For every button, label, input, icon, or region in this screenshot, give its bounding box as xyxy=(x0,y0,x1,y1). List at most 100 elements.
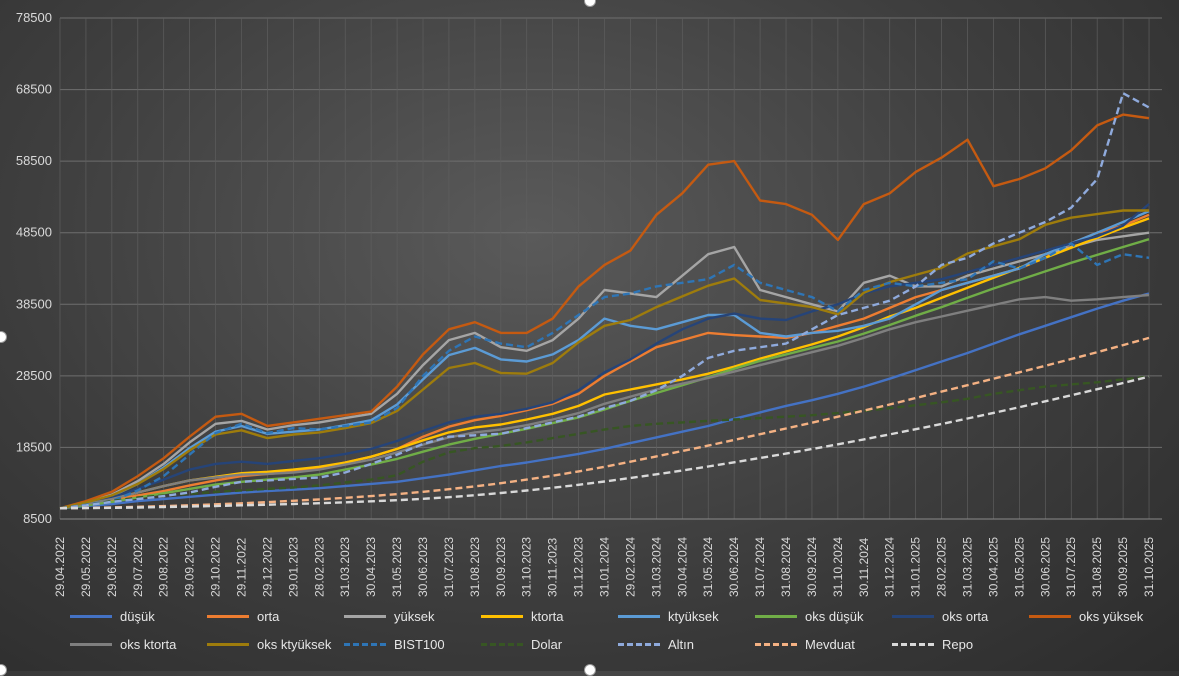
resize-handle-bottom-left[interactable] xyxy=(0,664,7,676)
legend-label: Repo xyxy=(942,636,974,652)
x-tick-label: 30.06.2023 xyxy=(416,537,430,597)
x-tick-label: 29.12.2022 xyxy=(260,537,274,597)
legend-item: yüksek xyxy=(344,607,481,625)
x-tick-label: 29.09.2022 xyxy=(183,537,197,597)
y-tick-label: 28500 xyxy=(16,368,52,383)
legend-swatch xyxy=(207,642,249,646)
x-tick-label: 30.09.2024 xyxy=(805,537,819,597)
legend-swatch xyxy=(70,614,112,618)
legend-item: oks yüksek xyxy=(1029,607,1166,625)
legend-label: Mevduat xyxy=(805,636,855,652)
legend-swatch xyxy=(481,614,523,618)
legend-label: Altın xyxy=(668,636,695,652)
legend-item: ktorta xyxy=(481,607,618,625)
x-tick-label: 30.04.2023 xyxy=(364,537,378,597)
x-tick-label: 29.07.2022 xyxy=(131,537,145,597)
legend-label: Dolar xyxy=(531,636,563,652)
x-tick-label: 31.07.2025 xyxy=(1064,537,1078,597)
y-tick-label: 48500 xyxy=(16,225,52,240)
x-tick-label: 29.08.2022 xyxy=(157,537,171,597)
series-line xyxy=(59,375,1150,510)
x-tick-label: 29.04.2022 xyxy=(53,537,67,597)
x-tick-label: 30.11.2024 xyxy=(857,538,871,597)
x-tick-label: 31.03.2024 xyxy=(649,537,663,597)
x-tick-label: 29.01.2023 xyxy=(286,537,300,597)
x-tick-label: 31.07.2023 xyxy=(442,537,456,597)
y-tick-label: 8500 xyxy=(23,511,52,526)
x-tick-label: 29.11.2022 xyxy=(235,538,249,597)
y-tick-label: 38500 xyxy=(16,296,52,311)
legend-label: oks düşük xyxy=(805,608,864,624)
legend-label: orta xyxy=(257,608,280,624)
legend-item: düşük xyxy=(70,607,207,625)
legend-item: oks düşük xyxy=(755,607,892,625)
y-tick-label: 18500 xyxy=(16,439,52,454)
y-tick-label: 58500 xyxy=(16,153,52,168)
legend-swatch xyxy=(618,614,660,618)
legend-label: oks ktyüksek xyxy=(257,636,332,652)
legend-swatch xyxy=(755,642,797,646)
x-tick-label: 31.12.2023 xyxy=(572,537,586,597)
y-tick-label: 78500 xyxy=(16,10,52,25)
legend-label: ktyüksek xyxy=(668,608,719,624)
series-line xyxy=(59,210,1150,510)
x-tick-label: 30.04.2024 xyxy=(675,537,689,597)
legend-swatch xyxy=(618,642,660,646)
legend-item: oks orta xyxy=(892,607,1029,625)
x-tick-label: 30.11.2023 xyxy=(546,538,560,597)
legend-label: oks yüksek xyxy=(1079,608,1144,624)
x-tick-label: 31.10.2024 xyxy=(831,537,845,597)
legend-item: Dolar xyxy=(481,635,618,653)
legend-item: orta xyxy=(207,607,344,625)
x-tick-label: 31.01.2025 xyxy=(909,537,923,597)
series-line xyxy=(59,231,1150,510)
legend-item: oks ktorta xyxy=(70,635,207,653)
x-tick-label: 29.02.2024 xyxy=(623,537,637,597)
chart-legend: düşük orta yüksek ktorta ktyüksek oks düşük ok… xyxy=(70,607,1170,653)
legend-label: ktorta xyxy=(531,608,564,624)
series-line xyxy=(59,217,1150,510)
series-line xyxy=(59,375,1150,510)
x-tick-label: 31.03.2025 xyxy=(961,537,975,597)
x-tick-label: 30.09.2025 xyxy=(1116,537,1130,597)
legend-item: BIST100 xyxy=(344,635,481,653)
y-axis: 8500 18500 28500 38500 48500 58500 68500 78500 xyxy=(16,10,52,526)
series-line xyxy=(59,209,1149,510)
legend-swatch xyxy=(755,614,797,618)
legend-item: oks ktyüksek xyxy=(207,635,344,653)
series-lines xyxy=(59,91,1150,510)
x-tick-label: 31.03.2023 xyxy=(338,537,352,597)
x-tick-label: 31.08.2024 xyxy=(779,537,793,597)
series-line xyxy=(59,242,1150,510)
series-line xyxy=(59,238,1150,510)
x-tick-label: 30.04.2025 xyxy=(986,537,1000,597)
series-line xyxy=(59,113,1150,510)
x-tick-label: 31.08.2023 xyxy=(468,537,482,597)
resize-handle-bottom[interactable] xyxy=(584,664,596,676)
legend-swatch xyxy=(892,614,934,618)
x-tick-label: 28.02.2023 xyxy=(312,537,326,597)
legend-item: Mevduat xyxy=(755,635,892,653)
legend-swatch xyxy=(481,642,523,646)
series-line xyxy=(59,203,1150,510)
legend-label: düşük xyxy=(120,608,155,624)
series-line xyxy=(59,293,1150,510)
x-tick-label: 31.10.2023 xyxy=(520,537,534,597)
legend-label: oks ktorta xyxy=(120,636,177,652)
legend-swatch xyxy=(892,642,934,646)
legend-swatch xyxy=(207,614,249,618)
x-axis: 29.04.2022 29.05.2022 29.06.2022 29.07.2022… xyxy=(53,518,1162,597)
x-tick-label: 30.06.2025 xyxy=(1038,537,1052,597)
legend-swatch xyxy=(344,614,386,618)
x-tick-label: 31.07.2024 xyxy=(753,537,767,597)
legend-swatch xyxy=(1029,614,1071,618)
legend-item: Repo xyxy=(892,635,1029,653)
series-line xyxy=(59,91,1150,510)
legend-item: Altın xyxy=(618,635,755,653)
x-tick-label: 31.12.2024 xyxy=(883,537,897,597)
legend-label: yüksek xyxy=(394,608,435,624)
x-tick-label: 29.05.2022 xyxy=(79,537,93,597)
line-chart: 850018500285003850048500585006850078500 … xyxy=(16,10,1162,597)
x-tick-label: 30.09.2023 xyxy=(494,537,508,597)
x-tick-label: 29.06.2022 xyxy=(105,537,119,597)
